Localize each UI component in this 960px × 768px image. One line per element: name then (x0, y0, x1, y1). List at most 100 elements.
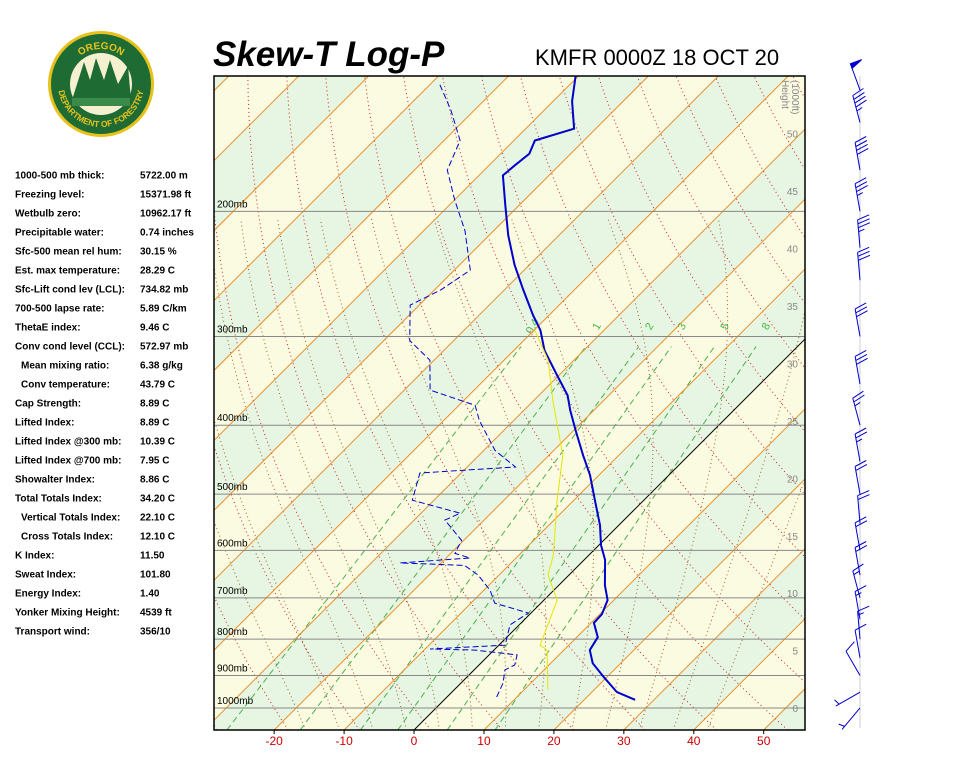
logo-trees (72, 58, 131, 100)
y2-tick-label: 45 (787, 187, 799, 198)
plot-frame (213, 75, 806, 731)
profile-line (534, 329, 564, 690)
wind-barb-shaft (854, 177, 868, 212)
dry-adiabat (792, 76, 805, 100)
logo-top-text: OREGON (76, 41, 126, 58)
index-value: 734.82 mb (140, 285, 188, 296)
wind-barb-shaft (834, 691, 861, 707)
index-label: ThetaE index: (15, 323, 81, 334)
wind-barb-shaft (854, 136, 869, 171)
wind-barb (854, 541, 868, 576)
isotherm (834, 76, 960, 730)
y2-tick-label: 20 (787, 474, 799, 485)
index-label: Total Totals Index: (15, 494, 102, 505)
wind-barb (849, 59, 863, 91)
isotherm-grid-line (413, 338, 805, 730)
wind-barb-shaft (854, 541, 868, 576)
dry-adiabat (403, 76, 789, 730)
y-tick-label: 500mb (217, 482, 248, 493)
isotherm-grid-line (553, 478, 805, 730)
y-tick-label: 600mb (217, 538, 248, 549)
mixing-ratio-line (226, 346, 522, 730)
axes: -20 -10 0 10 20 30 40 501000mb900mb800mb700mb60… (217, 80, 800, 748)
index-label: Yonker Mixing Height: (15, 608, 120, 619)
logo-ground (72, 98, 130, 106)
index-value: 5.89 C/km (140, 304, 187, 315)
isotherm (214, 76, 439, 302)
index-value: 22.10 C (140, 513, 175, 524)
wind-barb-shaft (838, 707, 861, 730)
index-label: Cap Strength: (15, 399, 81, 410)
wind-barb (854, 136, 869, 171)
dry-adiabat (214, 205, 432, 730)
isotherm-grid-line (623, 548, 805, 730)
index-label: Transport wind: (15, 627, 90, 638)
wind-barb-shaft (854, 427, 868, 462)
y-tick-label: 400mb (217, 413, 248, 424)
wind-barb-shaft (852, 390, 865, 426)
isotherm (214, 76, 579, 442)
index-value: 8.86 C (140, 475, 169, 486)
wind-barb (854, 460, 868, 495)
moist-adiabat (214, 262, 374, 730)
index-label: Conv temperature: (21, 380, 110, 391)
dry-adiabat (910, 76, 960, 730)
mixing-ratio-label: 3 (676, 321, 689, 332)
indices: 1000-500 mb thick: 5722.00 m Freezing leve… (15, 171, 194, 638)
x-tick-label: 50 (757, 734, 771, 748)
guide-lines: 0.4 1 2 3 5 8 (214, 76, 960, 730)
dry-adiabat (832, 76, 960, 730)
profile-line (399, 82, 530, 698)
index-value: 11.50 (140, 551, 165, 562)
index-label: Energy Index: (15, 589, 81, 600)
dry-adiabat (949, 76, 960, 730)
x-tick-label: 30 (617, 734, 631, 748)
mixing-ratio-line (360, 346, 640, 730)
profile-line (501, 76, 636, 701)
wind-barb-shaft (857, 246, 871, 281)
wind-barb (857, 490, 870, 524)
mixing-ratio-label: 1 (591, 321, 604, 332)
y-tick-label: 800mb (217, 627, 248, 638)
wind-barb (854, 177, 868, 212)
wind-barb-flag (849, 59, 863, 70)
y2-tick-label: 15 (787, 532, 799, 543)
mixing-ratio-line (397, 346, 672, 730)
index-label: Lifted Index: (15, 418, 74, 429)
index-value: 8.89 C (140, 418, 169, 429)
logo: OREGON DEPARTMENT OF FORESTRY (48, 31, 154, 137)
wind-barb-shaft (854, 516, 868, 551)
wind-barb (845, 641, 861, 676)
x-tick-label: -20 (265, 734, 283, 748)
index-label: Sfc-Lift cond lev (LCL): (15, 285, 125, 296)
wind-barb (854, 302, 868, 337)
wind-barb (854, 516, 868, 551)
y2-axis-label: Height (779, 80, 790, 109)
y2-tick-label: 50 (787, 129, 799, 140)
index-value: 1.40 (140, 589, 160, 600)
wind-barb (852, 390, 865, 426)
index-value: 10962.17 ft (140, 209, 192, 220)
index-value: 572.97 mb (140, 342, 188, 353)
index-label: Precipitable water: (15, 228, 104, 239)
x-tick-label: 20 (547, 734, 561, 748)
index-value: 0.74 inches (140, 228, 194, 239)
wind-barb (852, 563, 864, 599)
y2-axis-label: (1000ft) (789, 80, 800, 114)
index-value: 9.46 C (140, 323, 169, 334)
wind-barb (857, 214, 871, 248)
index-value: 34.20 C (140, 494, 175, 505)
index-value: 7.95 C (140, 456, 169, 467)
wind-barb-shaft (852, 563, 864, 599)
y2-tick-label: 0 (792, 704, 798, 715)
isotherm (214, 76, 509, 372)
index-value: 4539 ft (140, 608, 172, 619)
index-value: 5722.00 m (140, 171, 188, 182)
index-value: 30.15 % (140, 247, 177, 258)
y-tick-label: 900mb (217, 663, 248, 674)
index-value: 43.79 C (140, 380, 175, 391)
x-tick-label: 0 (411, 734, 418, 748)
chart-title: Skew-T Log-P (213, 35, 445, 74)
index-value: 356/10 (140, 627, 171, 638)
